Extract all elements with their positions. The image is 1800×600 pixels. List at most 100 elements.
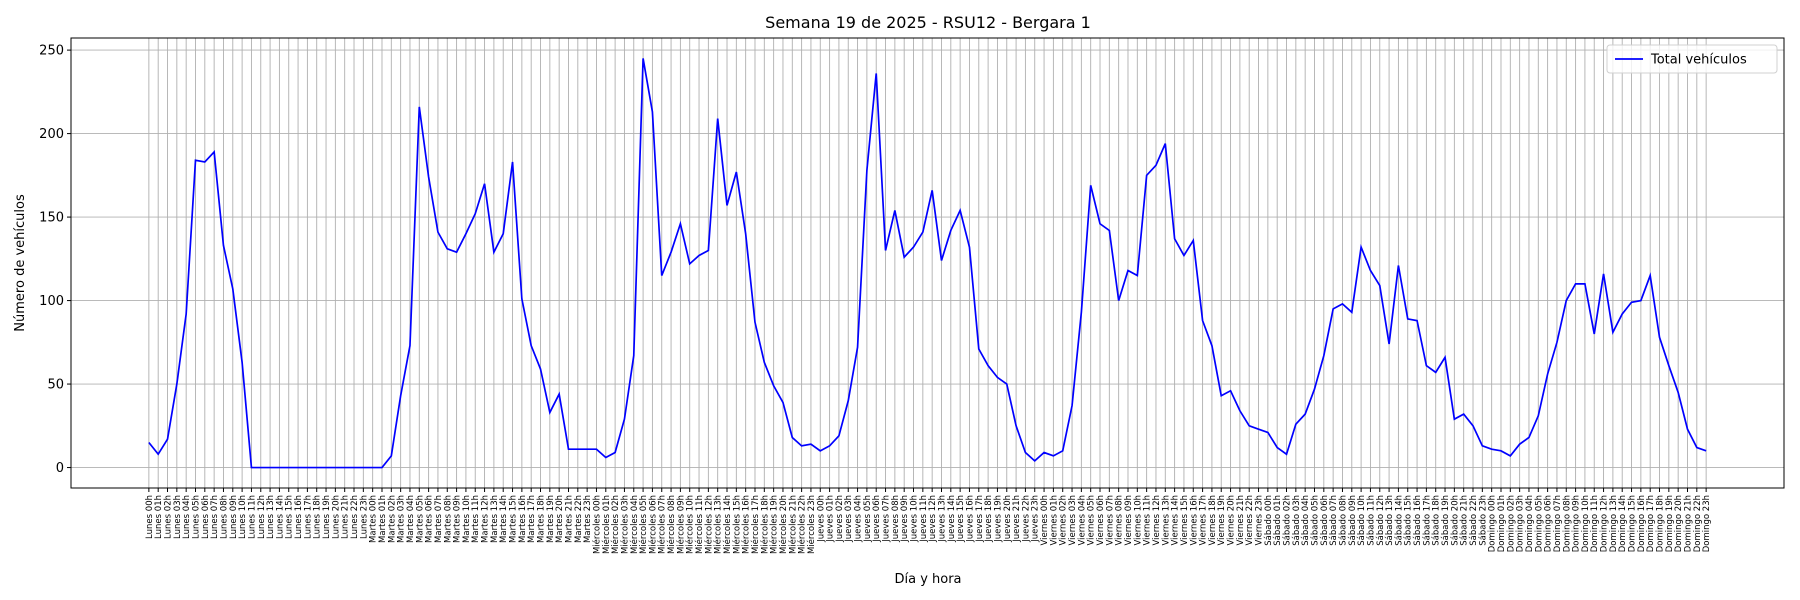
x-tick-label: Domingo 11h [1590,495,1600,552]
x-tick-label: Miércoles 01h [601,495,612,554]
x-tick-label: Jueves 13h [937,495,947,543]
x-tick-label: Sábado 10h [1357,495,1367,546]
legend-box [1606,44,1778,74]
x-tick-label: Domingo 05h [1534,495,1544,552]
x-tick-label: Sábado 06h [1320,495,1330,546]
x-tick-label: Lunes 22h [350,495,360,539]
x-tick-label: Martes 19h [546,495,556,543]
x-tick-label: Domingo 06h [1544,495,1554,552]
x-tick-label: Miércoles 02h [610,495,621,554]
x-tick-label: Viernes 23h [1255,495,1265,546]
x-tick-label: Domingo 14h [1618,495,1628,552]
x-tick-label: Miércoles 00h [591,495,602,554]
x-tick-label: Martes 12h [481,495,491,543]
x-tick-label: Lunes 04h [182,495,192,539]
x-tick-label: Viernes 06h [1096,495,1106,546]
x-tick-label: Miércoles 04h [629,495,640,554]
x-tick-label: Jueves 15h [956,495,966,543]
x-tick-label: Jueves 01h [826,495,836,543]
x-tick-label: Miércoles 15h [731,495,742,554]
x-tick-label: Jueves 23h [1031,495,1041,543]
x-tick-label: Lunes 08h [219,495,229,539]
x-tick-label: Jueves 00h [816,495,826,543]
x-tick-label: Jueves 07h [882,495,892,543]
x-tick-label: Martes 21h [564,495,574,543]
legend-label: Total vehículos [1650,53,1747,68]
x-tick-label: Jueves 04h [854,495,864,543]
x-tick-label: Miércoles 03h [619,495,630,554]
x-tick-label: Viernes 22h [1245,495,1255,546]
x-tick-label: Domingo 02h [1506,495,1516,552]
x-tick-label: Viernes 21h [1236,495,1246,546]
x-tick-label: Miércoles 11h [694,495,705,554]
x-tick-label: Martes 14h [499,495,509,543]
x-tick-label: Miércoles 06h [647,495,658,554]
x-tick-label: Sábado 18h [1432,495,1442,546]
x-tick-label: Martes 05h [415,495,425,543]
x-tick-label: Lunes 01h [154,495,164,539]
x-tick-label: Domingo 00h [1488,495,1498,552]
x-tick-label: Sábado 17h [1422,495,1432,546]
x-tick-label: Viernes 11h [1143,495,1153,546]
x-tick-label: Jueves 09h [900,495,910,543]
x-tick-label: Jueves 06h [872,495,882,543]
x-tick-label: Sábado 01h [1273,495,1283,546]
x-tick-label: Miércoles 12h [703,495,714,554]
y-tick-label: 150 [39,211,64,226]
x-tick-label: Jueves 20h [1003,495,1013,543]
x-tick-label: Martes 22h [574,495,584,543]
x-tick-label: Lunes 12h [257,495,267,539]
x-tick-label: Sábado 09h [1348,495,1358,546]
x-tick-label: Sábado 16h [1413,495,1423,546]
x-tick-label: Jueves 14h [947,495,957,543]
x-tick-label: Jueves 02h [835,495,845,543]
x-tick-label: Jueves 12h [928,495,938,543]
x-tick-label: Sábado 20h [1450,495,1460,546]
x-tick-label: Domingo 01h [1497,495,1507,552]
line-series [148,58,1707,469]
x-tick-label: Jueves 19h [993,495,1003,543]
x-tick-label: Sábado 00h [1264,495,1274,546]
y-tick-label: 0 [56,461,64,476]
x-tick-label: Martes 16h [518,495,528,543]
x-tick-label: Lunes 11h [247,495,257,539]
x-tick-label: Martes 08h [443,495,453,543]
x-tick-label: Domingo 13h [1609,495,1619,552]
x-tick-label: Sábado 08h [1338,495,1348,546]
x-tick-label: Viernes 03h [1068,495,1078,546]
x-tick-label: Jueves 16h [965,495,975,543]
x-tick-label: Viernes 19h [1217,495,1227,546]
x-tick-label: Miércoles 20h [778,495,789,554]
x-tick-label: Martes 01h [378,495,388,543]
x-tick-label: Domingo 22h [1693,495,1703,552]
x-tick-label: Lunes 10h [238,495,248,539]
x-tick-label: Domingo 23h [1702,495,1712,552]
x-tick-label: Viernes 02h [1059,495,1069,546]
x-tick-label: Martes 03h [397,495,407,543]
x-tick-label: Lunes 07h [210,495,220,539]
x-tick-label: Lunes 19h [322,495,332,539]
x-tick-label: Miércoles 08h [666,495,677,554]
x-tick-label: Sábado 02h [1283,495,1293,546]
x-tick-label: Sábado 04h [1301,495,1311,546]
x-tick-label: Jueves 21h [1012,495,1022,543]
x-tick-label: Jueves 18h [984,495,994,543]
x-tick-label: Miércoles 17h [750,495,761,554]
x-tick-label: Domingo 07h [1553,495,1563,552]
x-tick-label: Domingo 17h [1646,495,1656,552]
x-tick-label: Martes 00h [369,495,379,543]
x-tick-label: Sábado 14h [1394,495,1404,546]
chart-title: Semana 19 de 2025 - RSU12 - Bergara 1 [765,13,1091,32]
x-tick-label: Viernes 08h [1115,495,1125,546]
x-tick-label: Martes 09h [453,495,463,543]
y-axis-label: Número de vehículos [13,194,28,332]
x-tick-label: Martes 07h [434,495,444,543]
x-tick-label: Martes 11h [471,495,481,543]
x-tick-label: Sábado 12h [1376,495,1386,546]
x-tick-label: Martes 20h [555,495,565,543]
x-tick-label: Sábado 05h [1310,495,1320,546]
y-tick-label: 50 [47,378,64,393]
x-tick-label: Martes 02h [387,495,397,543]
x-tick-label: Viernes 05h [1087,495,1097,546]
x-tick-label: Viernes 07h [1105,495,1115,546]
